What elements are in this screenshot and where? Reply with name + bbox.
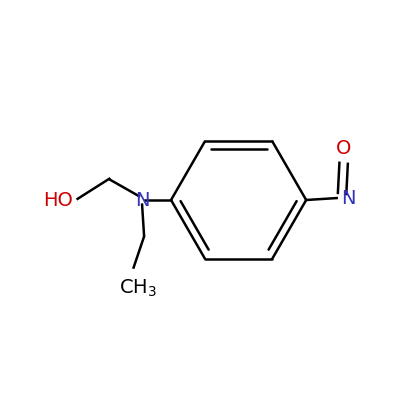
Text: N: N [135, 190, 149, 210]
Text: HO: HO [44, 190, 73, 210]
Text: N: N [341, 188, 356, 208]
Text: O: O [336, 139, 351, 158]
Text: CH$_3$: CH$_3$ [119, 277, 157, 298]
